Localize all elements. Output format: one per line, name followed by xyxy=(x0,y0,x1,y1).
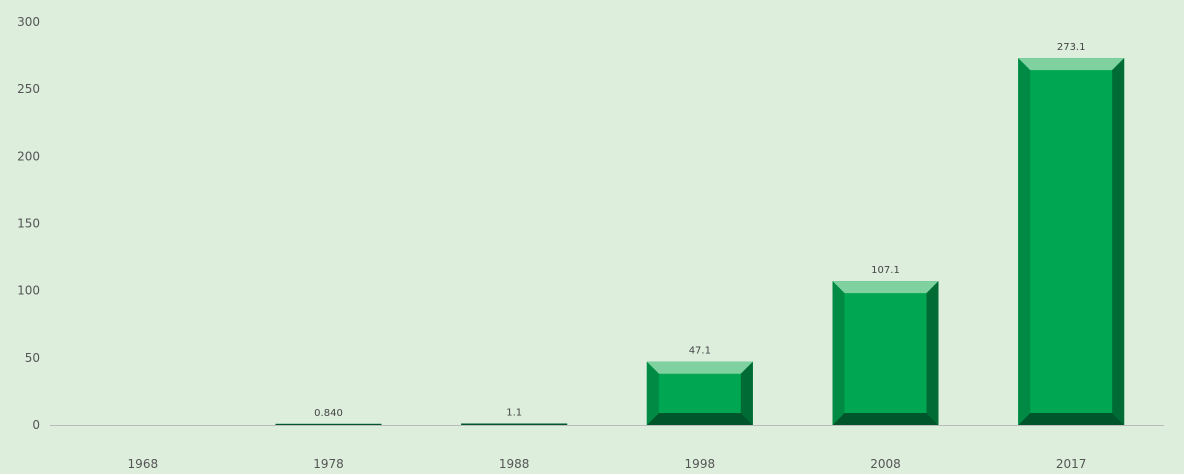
x-tick-label: 1978 xyxy=(313,457,344,471)
x-tick-label: 1998 xyxy=(685,457,716,471)
bar-2017 xyxy=(1018,58,1125,425)
bar-1978 xyxy=(275,423,382,425)
data-label: 1.1 xyxy=(506,408,522,419)
bars-group: 0.840 1.1 47.1 107.1 273.1 xyxy=(275,42,1125,425)
x-axis: 1968 1978 1988 1998 2008 2017 xyxy=(128,457,1087,471)
y-tick-label: 50 xyxy=(25,351,40,365)
bar-1998 xyxy=(646,361,753,425)
x-tick-label: 1968 xyxy=(128,457,159,471)
bar-2008 xyxy=(832,281,939,425)
data-label: 0.840 xyxy=(314,408,343,419)
y-tick-label: 300 xyxy=(17,15,40,29)
data-label: 47.1 xyxy=(689,346,711,357)
data-label: 273.1 xyxy=(1057,42,1086,53)
y-tick-label: 150 xyxy=(17,217,40,231)
x-tick-label: 2008 xyxy=(870,457,901,471)
y-tick-label: 250 xyxy=(17,82,40,96)
bar-1988 xyxy=(461,423,568,425)
x-tick-label: 1988 xyxy=(499,457,530,471)
y-axis: 0 50 100 150 200 250 300 xyxy=(17,15,40,432)
y-tick-label: 200 xyxy=(17,149,40,163)
x-tick-label: 2017 xyxy=(1056,457,1087,471)
y-tick-label: 0 xyxy=(32,418,40,432)
y-tick-label: 100 xyxy=(17,284,40,298)
data-label: 107.1 xyxy=(871,265,900,276)
